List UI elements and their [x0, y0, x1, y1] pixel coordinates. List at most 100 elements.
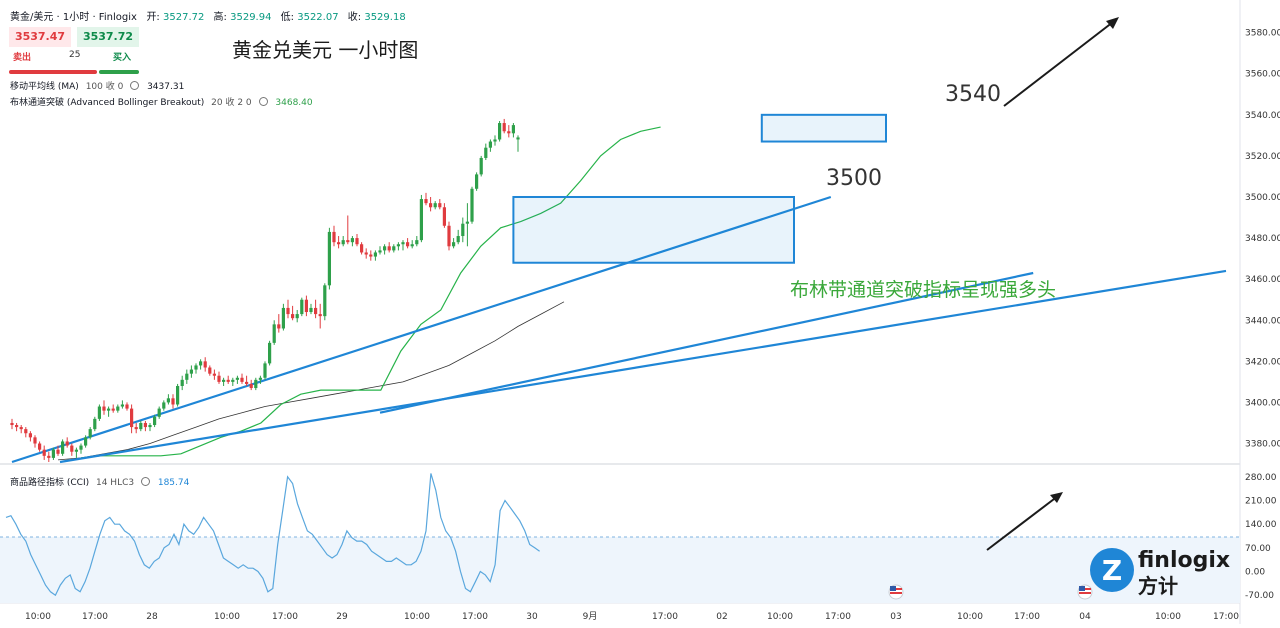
- time-tick-label: 9月: [583, 611, 598, 622]
- level-label-3500: 3500: [826, 166, 882, 191]
- candle-body: [309, 307, 313, 313]
- time-tick-label: 04: [1079, 612, 1091, 622]
- cci-tick-label: 70.00: [1245, 544, 1271, 554]
- candle-body: [383, 246, 387, 251]
- settings-icon[interactable]: [258, 97, 268, 106]
- candle-body: [447, 225, 451, 247]
- candle-body: [258, 377, 262, 380]
- symbol-name[interactable]: 黄金/美元 · 1小时 · Finlogix: [10, 12, 137, 23]
- logo-mark-letter: Z: [1102, 554, 1122, 587]
- candle-body: [332, 231, 336, 243]
- price-tick-label: 3480.00: [1245, 234, 1280, 244]
- time-tick-label: 29: [336, 612, 348, 622]
- candle-body: [456, 236, 460, 243]
- high-value: 3529.94: [230, 12, 272, 23]
- candle-body: [139, 422, 143, 430]
- open-value: 3527.72: [163, 12, 205, 23]
- cci-line: [5, 473, 540, 597]
- spread-bar: [9, 70, 139, 74]
- quantity-value[interactable]: 25: [69, 50, 81, 60]
- candle-body: [203, 361, 207, 368]
- time-tick-label: 10:00: [1155, 612, 1181, 622]
- low-label: 低:: [280, 12, 295, 23]
- candle-body: [194, 365, 198, 370]
- candle-body: [346, 240, 350, 243]
- candle-body: [42, 449, 46, 456]
- price-tick-label: 3580.00: [1245, 29, 1280, 39]
- candle-body: [511, 125, 515, 134]
- cci-tick-label: 140.00: [1245, 520, 1277, 530]
- candle-body: [433, 203, 437, 208]
- candle-body: [19, 427, 23, 430]
- time-tick-label: 30: [526, 612, 538, 622]
- candle-body: [125, 404, 129, 409]
- candle-body: [61, 441, 65, 454]
- lower-trendline: [379, 271, 1034, 414]
- candle-body: [304, 299, 308, 313]
- sell-label[interactable]: 卖出: [13, 53, 32, 63]
- bb-label: 布林通道突破 (Advanced Bollinger Breakout): [10, 98, 205, 108]
- ma-value: 3437.31: [147, 82, 185, 92]
- candle-body: [406, 242, 410, 247]
- candle-body: [153, 416, 157, 426]
- cci-band: [0, 537, 1240, 603]
- candle-body: [24, 429, 28, 434]
- us-flag-icon[interactable]: [1077, 584, 1093, 600]
- candle-body: [461, 223, 465, 237]
- ma-legend[interactable]: 移动平均线 (MA) 100 收 0 3437.31: [10, 79, 184, 92]
- sell-price-button[interactable]: 3537.47: [9, 27, 71, 47]
- time-tick-label: 10:00: [404, 612, 430, 622]
- cci-legend[interactable]: 商品路径指标 (CCI) 14 HLC3 185.74: [10, 475, 189, 488]
- candle-body: [401, 242, 405, 245]
- quote-widget: 3537.47 3537.72 卖出 25 买入: [9, 27, 139, 74]
- candle-body: [116, 406, 120, 411]
- candle-body: [245, 381, 249, 384]
- symbol-legend[interactable]: 黄金/美元 · 1小时 · Finlogix 开: 3527.72 高: 352…: [10, 8, 412, 23]
- candle-body: [268, 342, 272, 364]
- candle-body: [134, 427, 138, 430]
- price-tick-label: 3440.00: [1245, 316, 1280, 326]
- low-value: 3522.07: [297, 12, 339, 23]
- candle-body: [28, 433, 32, 438]
- time-tick-label: 17:00: [1213, 612, 1239, 622]
- settings-icon[interactable]: [130, 81, 140, 90]
- settings-icon[interactable]: [140, 477, 150, 486]
- candle-body: [180, 379, 184, 386]
- chart-annotation-title: 黄金兑美元 一小时图: [232, 38, 418, 62]
- candle-body: [176, 385, 180, 405]
- close-value: 3529.18: [364, 12, 406, 23]
- candle-body: [208, 367, 212, 374]
- time-tick-label: 17:00: [272, 612, 298, 622]
- candle-body: [162, 402, 166, 409]
- buy-price-button[interactable]: 3537.72: [77, 27, 139, 47]
- candle-body: [263, 363, 267, 378]
- candle-body: [452, 242, 456, 247]
- time-tick-label: 17:00: [1014, 612, 1040, 622]
- candle-body: [387, 246, 391, 251]
- candle-body: [424, 199, 428, 204]
- candle-body: [120, 404, 124, 407]
- candle-body: [337, 242, 341, 245]
- open-label: 开:: [146, 12, 160, 23]
- cci-tick-label: 0.00: [1245, 568, 1265, 578]
- cci-label: 商品路径指标 (CCI): [10, 478, 90, 488]
- candle-body: [392, 246, 396, 251]
- candle-body: [410, 244, 414, 247]
- candle-body: [97, 406, 101, 419]
- ma-params: 100 收 0: [85, 82, 124, 92]
- candle-body: [300, 299, 304, 315]
- us-flag-icon[interactable]: [888, 584, 904, 600]
- buy-label[interactable]: 买入: [112, 53, 131, 63]
- candle-body: [286, 307, 290, 315]
- bb-legend[interactable]: 布林通道突破 (Advanced Bollinger Breakout) 20 …: [10, 95, 313, 108]
- candle-body: [93, 418, 97, 430]
- candle-body: [212, 373, 216, 376]
- candle-body: [369, 254, 373, 257]
- candle-body: [415, 240, 419, 245]
- candle-body: [419, 199, 423, 241]
- bb-value: 3468.40: [275, 98, 313, 108]
- logo-text-en: finlogix: [1138, 548, 1230, 573]
- logo-text-cn: 方计: [1138, 574, 1178, 598]
